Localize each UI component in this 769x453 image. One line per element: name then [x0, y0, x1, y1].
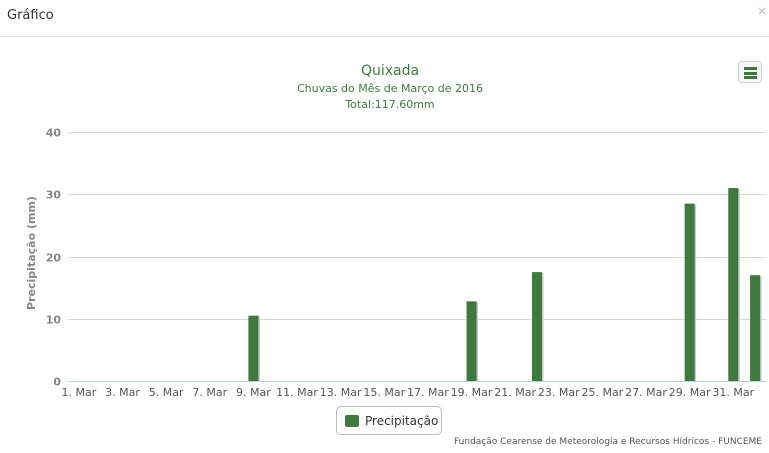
x-tick-label: 7. Mar — [192, 386, 227, 399]
hamburger-menu-icon — [744, 71, 757, 75]
legend-item-precipitacao[interactable]: Precipitação — [336, 406, 442, 435]
x-tick-label: 13. Mar — [320, 386, 362, 399]
x-tick-label: 25. Mar — [582, 386, 624, 399]
bar-mar-19[interactable] — [466, 301, 477, 381]
chart-plot: Precipitação (mm) 0 10 20 30 40 1. Mar 3. Mar 5… — [25, 127, 766, 399]
chart-subtitle: Chuvas do Mês de Março de 2016 — [296, 82, 484, 95]
legend-label: Precipitação — [365, 414, 439, 428]
bar-mar-1[interactable] — [750, 275, 761, 381]
y-tick-label: 30 — [46, 189, 62, 202]
chart-credits[interactable]: Fundação Cearense de Meteorologia e Recu… — [453, 437, 762, 447]
x-tick-label: 5. Mar — [149, 386, 184, 399]
chart-title: Quixada — [360, 63, 420, 79]
legend-swatch — [345, 415, 359, 427]
x-tick-label: 11. Mar — [276, 386, 318, 399]
y-axis-label: Precipitação (mm) — [25, 196, 38, 310]
x-tick-label: 15. Mar — [363, 386, 405, 399]
y-tick-label: 0 — [53, 376, 61, 389]
x-tick-label: 17. Mar — [407, 386, 449, 399]
x-tick-label: 29. Mar — [669, 386, 711, 399]
bar-mar-31[interactable] — [728, 188, 739, 381]
bar-mar-29[interactable] — [684, 203, 695, 381]
x-tick-label: 9. Mar — [236, 386, 271, 399]
x-tick-label: 31. Mar — [712, 386, 754, 399]
y-tick-label: 10 — [46, 314, 62, 327]
bar-mar-22[interactable] — [531, 272, 542, 381]
close-icon[interactable]: × — [756, 4, 767, 18]
x-tick-label: 3. Mar — [105, 386, 140, 399]
chart-menu-button[interactable] — [738, 61, 762, 83]
dialog-header: Gráfico × — [0, 0, 769, 37]
x-tick-label: 23. Mar — [538, 386, 580, 399]
y-tick-label: 20 — [46, 252, 62, 265]
x-tick-label: 21. Mar — [494, 386, 536, 399]
x-tick-label: 1. Mar — [62, 386, 97, 399]
dialog-title: Gráfico — [7, 8, 54, 23]
hamburger-menu-icon — [744, 76, 757, 79]
bar-mar-9[interactable] — [248, 315, 259, 381]
x-tick-label: 27. Mar — [625, 386, 667, 399]
y-tick-label: 40 — [46, 127, 62, 140]
hamburger-menu-icon — [744, 67, 757, 70]
chart-container: Quixada Chuvas do Mês de Março de 2016 T… — [0, 37, 769, 453]
x-tick-label: 19. Mar — [451, 386, 493, 399]
chart-total: Total:117.60mm — [345, 98, 435, 111]
